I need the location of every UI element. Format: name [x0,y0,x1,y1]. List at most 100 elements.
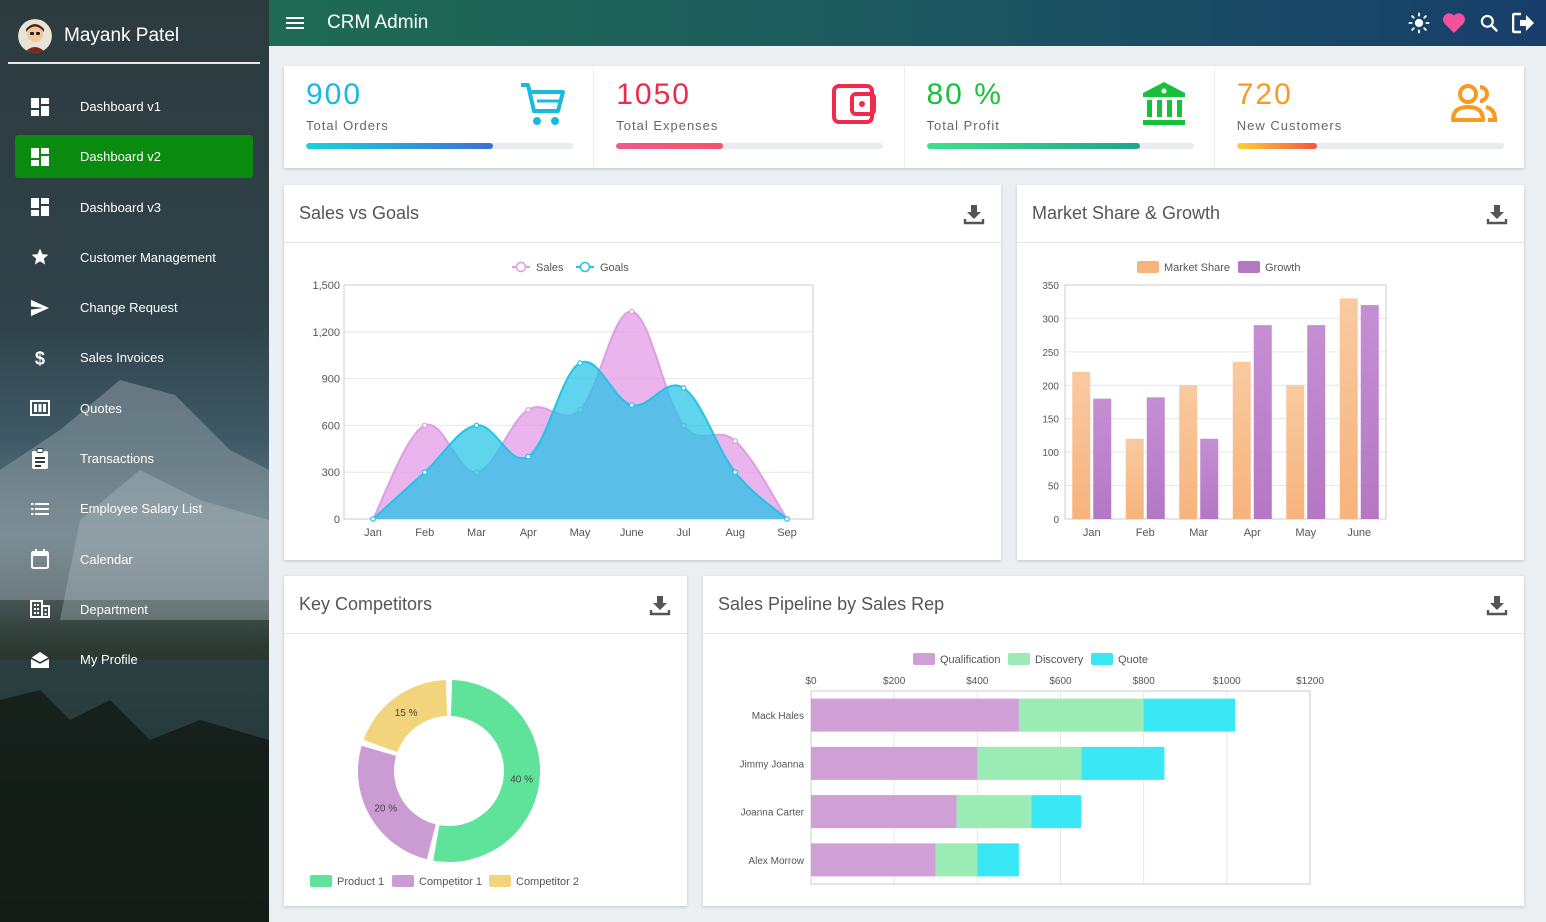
download-icon[interactable] [1485,202,1509,226]
sidebar-item-label: Dashboard v2 [80,149,161,165]
point-goals [680,385,687,391]
search-icon[interactable] [1477,11,1501,35]
logout-icon[interactable] [1512,11,1536,35]
stat-card-new-customers[interactable]: 720 New Customers [1215,66,1524,168]
sidebar-item-dashboard-v3[interactable]: Dashboard v3 [15,186,253,229]
sidebar-item-label: Employee Salary List [80,501,203,517]
stat-card-total-orders[interactable]: 900 Total Orders [284,66,595,168]
sidebar-item-quotes[interactable]: Quotes [15,387,253,430]
x-tick-label: Sep [777,527,797,539]
bar-market-share [1339,298,1358,519]
y-tick-label: 0 [1053,515,1059,526]
sidebar: Mayank Patel Dashboard v1 Dashboard v2 Das… [0,0,269,922]
x-tick-label: June [1347,527,1371,539]
area-goals [373,361,787,519]
sidebar-item-label: Department [80,601,148,617]
bar-growth [1360,305,1379,519]
bar-qualification [811,843,936,877]
sidebar-item-department[interactable]: Department [15,588,253,631]
legend-label: Sales [536,262,564,274]
x-tick-label: Apr [520,527,537,539]
y-tick-label: 600 [322,420,340,432]
sidebar-item-calendar[interactable]: Calendar [15,538,253,581]
bar-growth [1253,325,1272,519]
bar-growth [1093,398,1112,519]
sidebar-item-label: Change Request [80,300,178,316]
y-tick-label: 100 [1042,448,1059,459]
y-tick-label: Joanna Carter [741,808,805,819]
panel-title: Sales Pipeline by Sales Rep [718,594,945,614]
bar-discovery [935,843,978,877]
slice-competitor-1 [358,745,436,860]
sidebar-item-sales-invoices[interactable]: $ Sales Invoices [15,336,253,379]
sidebar-item-transactions[interactable]: Transactions [15,437,253,480]
slice-label: 15 % [395,708,418,719]
point-goals [421,469,428,476]
y-tick-label: Jimmy Joanna [740,759,805,770]
legend-marker [579,261,591,273]
x-tick-label: Mar [467,527,486,539]
wallet-icon [830,80,878,128]
sidebar-user-name[interactable]: Mayank Patel [64,25,180,46]
bar-quote [1143,698,1236,732]
panel-title: Market Share & Growth [1032,203,1221,223]
stat-progress-fill [306,143,493,149]
brightness-icon[interactable] [1407,11,1431,35]
bar-market-share [1232,361,1251,519]
x-tick-label: May [1295,527,1316,539]
legend-label: Competitor 1 [419,876,482,888]
avatar[interactable] [18,19,52,53]
point-goals [473,422,480,429]
legend-swatch [310,875,332,887]
y-tick-label: 250 [1042,348,1059,359]
legend-swatch [1238,261,1260,273]
x-tick-label: $800 [1133,676,1156,687]
key-competitors-chart: 40 % 20 % 15 % Product 1 Competitor 1 Competi… [310,680,579,888]
y-tick-label: 0 [334,514,340,526]
sidebar-item-label: Dashboard v1 [80,99,161,114]
sidebar-item-employee-salary-list[interactable]: Employee Salary List [15,487,253,530]
legend-swatch [1091,653,1113,665]
envelope-icon [29,649,51,671]
stat-label: Total Profit [926,118,1000,133]
market-share-chart: 0 50 100 150 200 250 300 350 Jan Feb Mar Apr May June… [1042,261,1387,539]
sidebar-item-change-request[interactable]: Change Request [15,286,253,329]
download-icon[interactable] [648,593,672,617]
stat-card-total-profit[interactable]: 80 % Total Profit [905,66,1215,168]
slice-competitor-2 [363,680,448,753]
point-goals [732,469,739,476]
star-icon [29,246,51,268]
bar-market-share [1286,385,1305,519]
sales-pipeline-panel: Sales Pipeline by Sales Rep $0 $200 $400 $6… [703,576,1524,906]
stat-progress-fill [616,143,724,149]
stat-card-total-expenses[interactable]: 1050 Total Expenses [594,66,905,168]
y-tick-label: 200 [1042,381,1059,392]
sales-vs-goals-panel: Sales vs Goals 0 300 600 900 1,200 1,500 Jan Fe… [284,185,1001,560]
sidebar-item-dashboard-v2[interactable]: Dashboard v2 [15,135,253,179]
sidebar-item-customer-management[interactable]: Customer Management [15,236,253,279]
download-icon[interactable] [962,202,986,226]
x-tick-label: Apr [1244,527,1261,539]
legend-label: Growth [1265,262,1300,274]
legend-swatch [913,653,935,665]
x-tick-label: Jul [676,527,690,539]
app-title: CRM Admin [327,12,429,33]
sidebar-header: Mayank Patel [8,10,260,64]
stat-progress-fill [926,143,1141,149]
stat-value: 720 [1236,78,1293,111]
bar-growth [1200,438,1219,519]
point-sales [732,438,739,444]
bar-quote [977,843,1019,877]
sidebar-item-my-profile[interactable]: My Profile [15,638,253,681]
point-sales [525,407,532,413]
hamburger-menu-button[interactable] [286,15,304,31]
x-tick-label: Jan [364,527,382,539]
download-icon[interactable] [1485,593,1509,617]
sidebar-nav: Dashboard v1 Dashboard v2 Dashboard v3 Cust… [15,85,253,689]
sidebar-item-dashboard-v1[interactable]: Dashboard v1 [15,85,253,128]
list-icon [29,498,51,520]
heart-icon[interactable] [1442,11,1466,35]
y-tick-label: 300 [1042,314,1059,325]
point-goals [370,516,376,522]
quotes-icon [29,397,51,419]
